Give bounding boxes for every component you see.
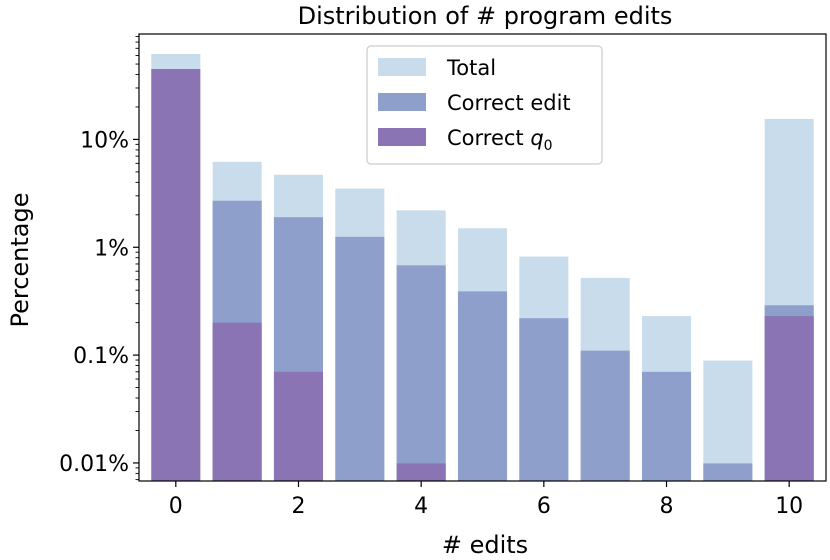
bar-correct-edit-3 <box>335 236 385 481</box>
legend-label: Total <box>446 56 496 80</box>
bar-correct-edit-9 <box>703 463 753 481</box>
axes-group: 0 2 4 6 8 10 0.01% 0.1% 1% 10% <box>59 33 827 519</box>
legend-swatch-correct-edit <box>378 93 426 111</box>
x-tick-label: 2 <box>291 494 305 519</box>
y-axis-label: Percentage <box>6 192 34 327</box>
bar-correct-q0-2 <box>273 371 324 481</box>
legend: Total Correct edit Correct q0 <box>366 45 603 165</box>
bar-correct-q0-10 <box>764 316 814 481</box>
y-tick-label: 1% <box>94 236 129 261</box>
bar-correct-q0-0 <box>151 68 201 481</box>
x-tick-label: 0 <box>169 494 183 519</box>
bar-correct-q0-1 <box>212 322 262 481</box>
x-tick-label: 10 <box>775 494 803 519</box>
bar-correct-edit-5 <box>457 291 508 481</box>
bar-total-9 <box>703 360 753 481</box>
x-tick-label: 4 <box>414 494 428 519</box>
bar-correct-edit-4 <box>396 265 446 481</box>
chart-title: Distribution of # program edits <box>298 2 673 30</box>
bar-correct-edit-8 <box>641 371 692 481</box>
y-tick-label: 0.1% <box>73 344 129 369</box>
bar-correct-edit-7 <box>580 350 630 481</box>
x-tick-label: 8 <box>660 494 674 519</box>
y-tick-label: 0.01% <box>59 452 129 477</box>
bars-group <box>151 53 814 482</box>
bar-correct-q0-4 <box>396 463 446 481</box>
y-tick-label: 10% <box>80 128 129 153</box>
legend-swatch-correct-q0 <box>378 128 426 146</box>
x-axis-label: # edits <box>442 531 528 556</box>
bar-correct-edit-6 <box>519 318 569 481</box>
x-tick-label: 6 <box>537 494 551 519</box>
legend-swatch-total <box>378 58 426 76</box>
legend-label: Correct q0 <box>447 126 553 154</box>
legend-label: Correct edit <box>447 91 571 115</box>
